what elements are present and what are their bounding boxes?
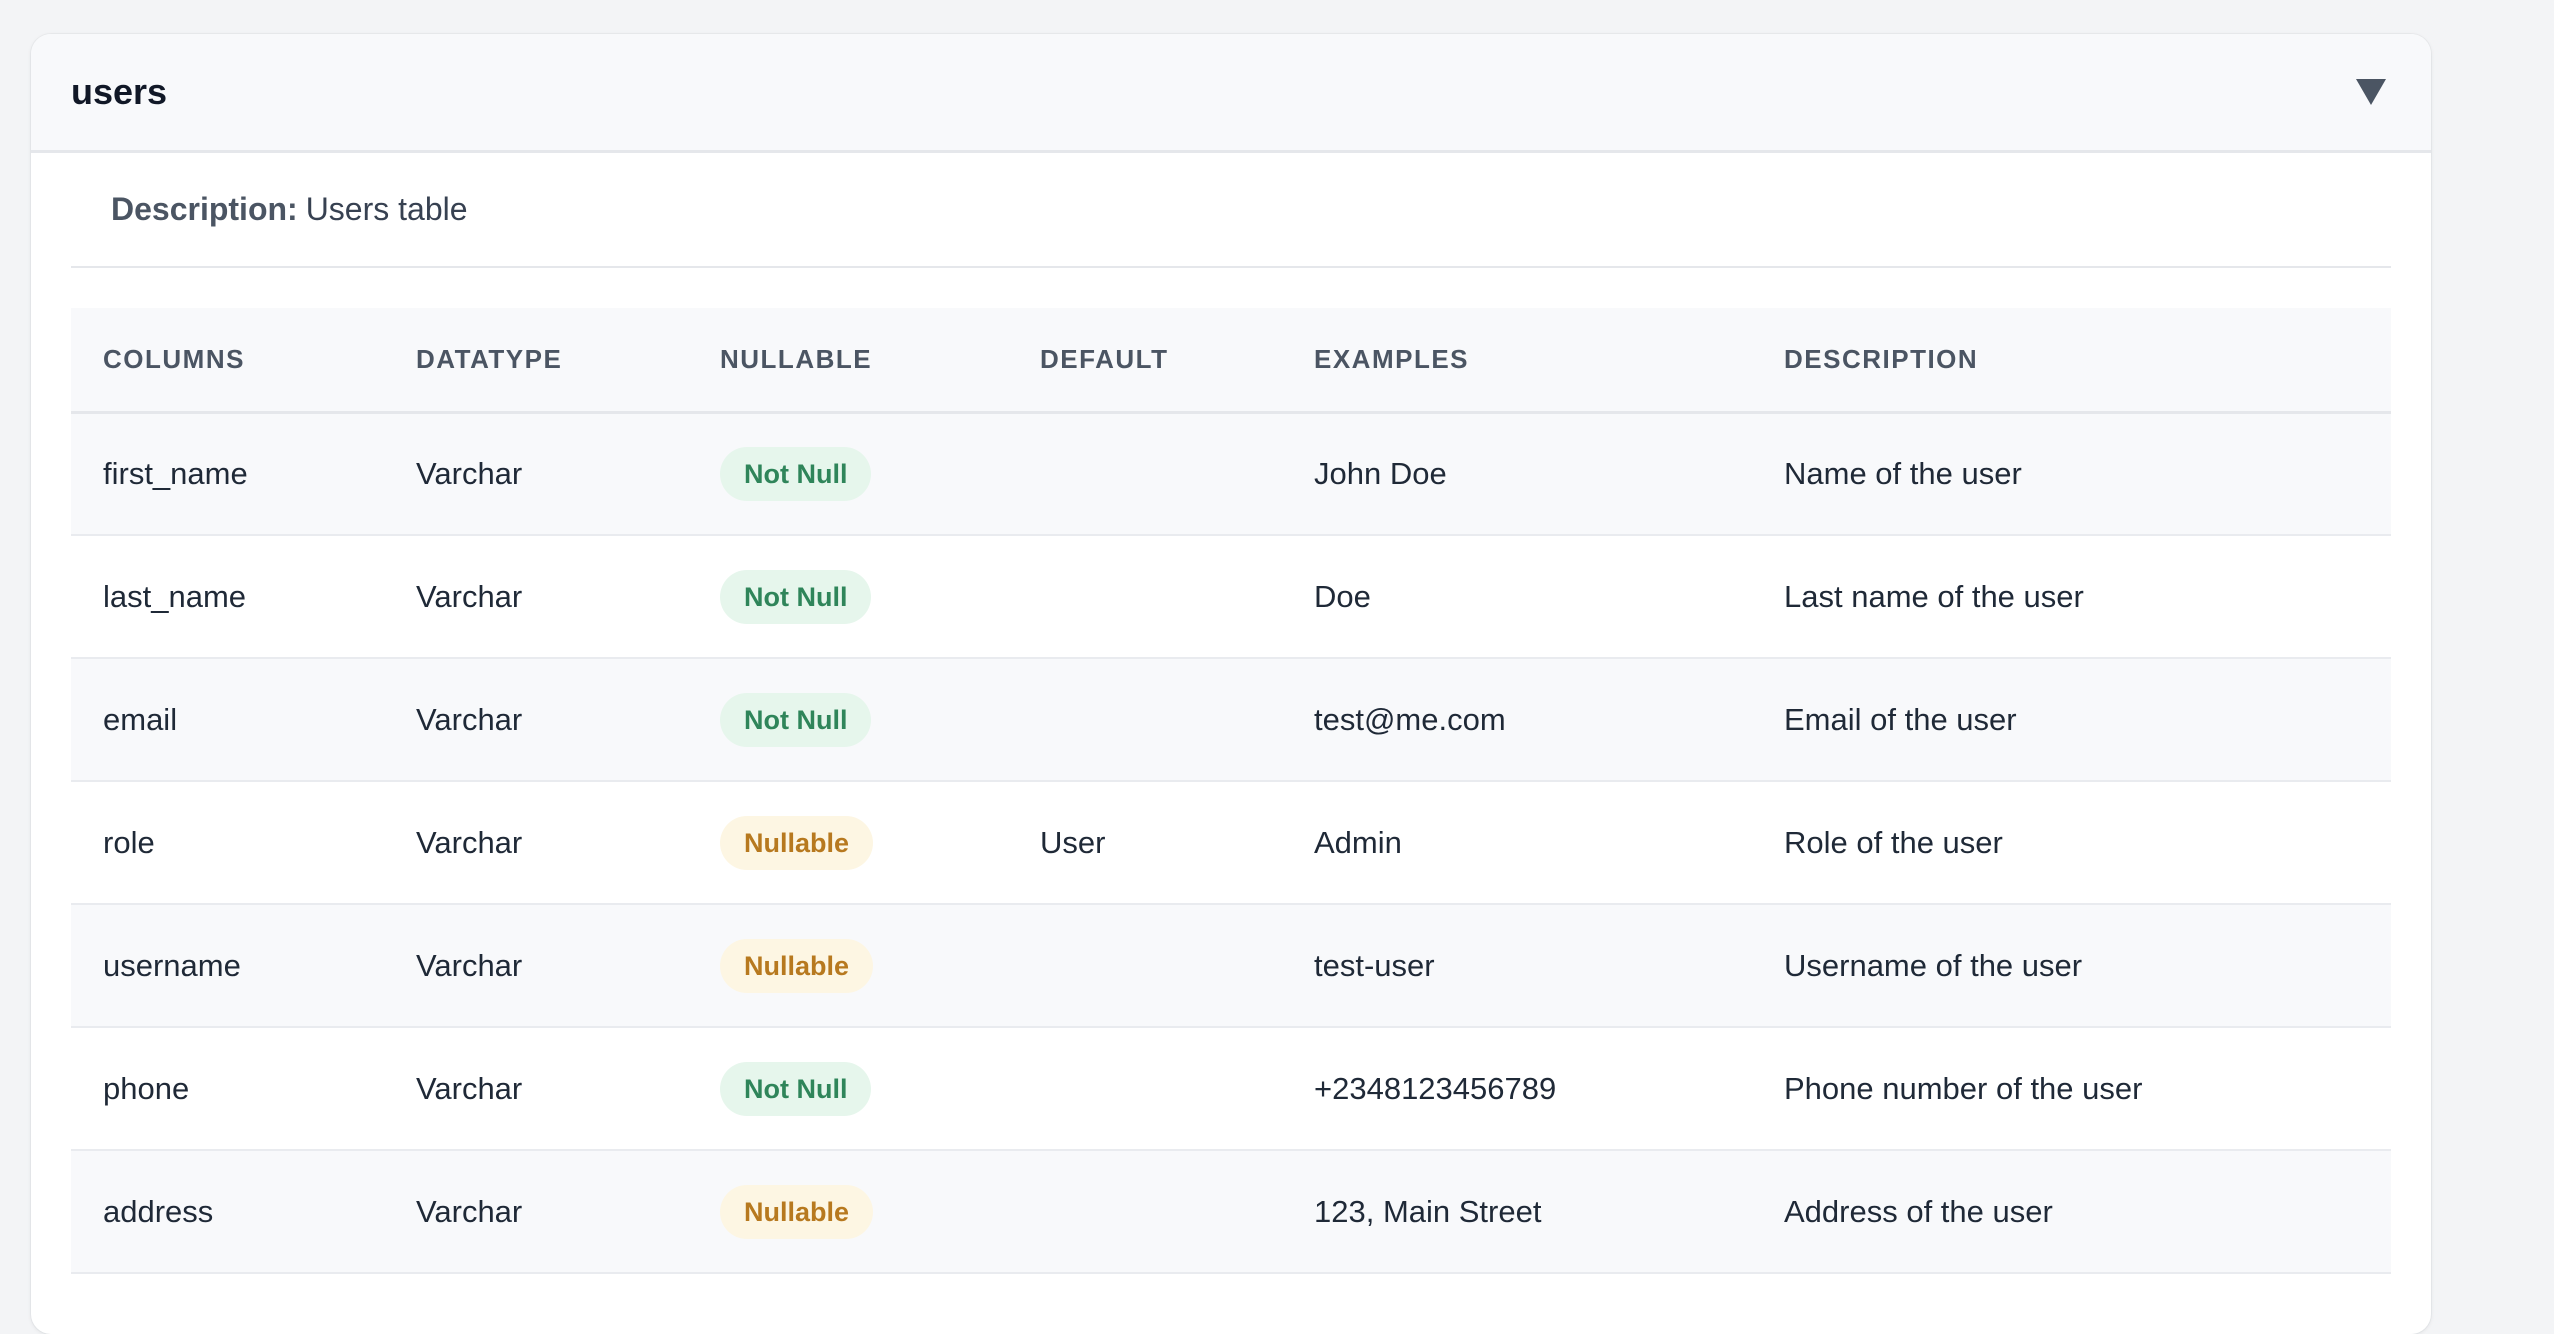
cell-default (1008, 1150, 1282, 1274)
cell-datatype: Varchar (384, 781, 688, 905)
nullable-badge: Nullable (720, 815, 874, 870)
table-card: users Description: Users table COLUMNS (31, 34, 2431, 1334)
cell-example: test-user (1282, 904, 1752, 1028)
cell-datatype: Varchar (384, 535, 688, 659)
cell-datatype: Varchar (384, 1027, 688, 1151)
cell-example: 123, Main Street (1282, 1150, 1752, 1274)
nullable-badge: Nullable (720, 938, 874, 993)
nullable-badge: Nullable (720, 1184, 874, 1239)
cell-default (1008, 535, 1282, 659)
cell-description: Username of the user (1752, 904, 2391, 1028)
cell-description: Last name of the user (1752, 535, 2391, 659)
table-name: users (71, 71, 168, 112)
cell-description: Name of the user (1752, 412, 2391, 536)
cell-datatype: Varchar (384, 412, 688, 536)
table-row: first_name Varchar Not Null John Doe Name of… (71, 412, 2391, 536)
cell-description: Email of the user (1752, 658, 2391, 782)
columns-table: COLUMNS DATATYPE NULLABLE DEFAULT EXAMPL… (71, 308, 2391, 1274)
header-examples: EXAMPLES (1282, 308, 1752, 414)
table-row: phone Varchar Not Null +2348123456789 Phone … (71, 1027, 2391, 1151)
cell-column: username (71, 904, 384, 1028)
cell-example: Doe (1282, 535, 1752, 659)
header-description: DESCRIPTION (1752, 308, 2391, 414)
cell-example: Admin (1282, 781, 1752, 905)
cell-nullable: Not Null (688, 1027, 1008, 1151)
cell-column: role (71, 781, 384, 905)
header-datatype: DATATYPE (384, 308, 688, 414)
cell-nullable: Nullable (688, 904, 1008, 1028)
cell-default (1008, 658, 1282, 782)
cell-column: email (71, 658, 384, 782)
cell-example: John Doe (1282, 412, 1752, 536)
cell-nullable: Not Null (688, 535, 1008, 659)
cell-column: last_name (71, 535, 384, 659)
cell-column: phone (71, 1027, 384, 1151)
cell-default (1008, 412, 1282, 536)
table-row: username Varchar Nullable test-user Username… (71, 904, 2391, 1028)
cell-description: Phone number of the user (1752, 1027, 2391, 1151)
table-row: address Varchar Nullable 123, Main Street Ad… (71, 1150, 2391, 1274)
header-default: DEFAULT (1008, 308, 1282, 414)
table-body: first_name Varchar Not Null John Doe Name of… (71, 412, 2391, 1274)
table-row: role Varchar Nullable User Admin Role of the … (71, 781, 2391, 905)
header-columns: COLUMNS (71, 308, 384, 414)
nullable-badge: Not Null (720, 1061, 872, 1116)
header-nullable: NULLABLE (688, 308, 1008, 414)
description-text: Users table (305, 191, 468, 227)
cell-nullable: Not Null (688, 658, 1008, 782)
table-header-row: COLUMNS DATATYPE NULLABLE DEFAULT EXAMPL… (71, 308, 2391, 414)
triangle-down-icon (2356, 79, 2386, 105)
description-label: Description: (111, 191, 298, 227)
nullable-badge: Not Null (720, 569, 872, 624)
nullable-badge: Not Null (720, 692, 872, 747)
cell-example: test@me.com (1282, 658, 1752, 782)
cell-nullable: Not Null (688, 412, 1008, 536)
cell-default: User (1008, 781, 1282, 905)
cell-description: Role of the user (1752, 781, 2391, 905)
table-row: email Varchar Not Null test@me.com Email of … (71, 658, 2391, 782)
cell-datatype: Varchar (384, 1150, 688, 1274)
cell-example: +2348123456789 (1282, 1027, 1752, 1151)
cell-datatype: Varchar (384, 658, 688, 782)
cell-default (1008, 1027, 1282, 1151)
columns-table-wrapper: COLUMNS DATATYPE NULLABLE DEFAULT EXAMPL… (71, 308, 2391, 1274)
cell-description: Address of the user (1752, 1150, 2391, 1274)
cell-nullable: Nullable (688, 1150, 1008, 1274)
table-card-header[interactable]: users (31, 34, 2431, 153)
cell-default (1008, 904, 1282, 1028)
cell-datatype: Varchar (384, 904, 688, 1028)
collapse-toggle-button[interactable] (2351, 72, 2391, 112)
cell-column: address (71, 1150, 384, 1274)
cell-nullable: Nullable (688, 781, 1008, 905)
nullable-badge: Not Null (720, 446, 872, 501)
table-description: Description: Users table (71, 153, 2391, 268)
table-row: last_name Varchar Not Null Doe Last name of … (71, 535, 2391, 659)
cell-column: first_name (71, 412, 384, 536)
